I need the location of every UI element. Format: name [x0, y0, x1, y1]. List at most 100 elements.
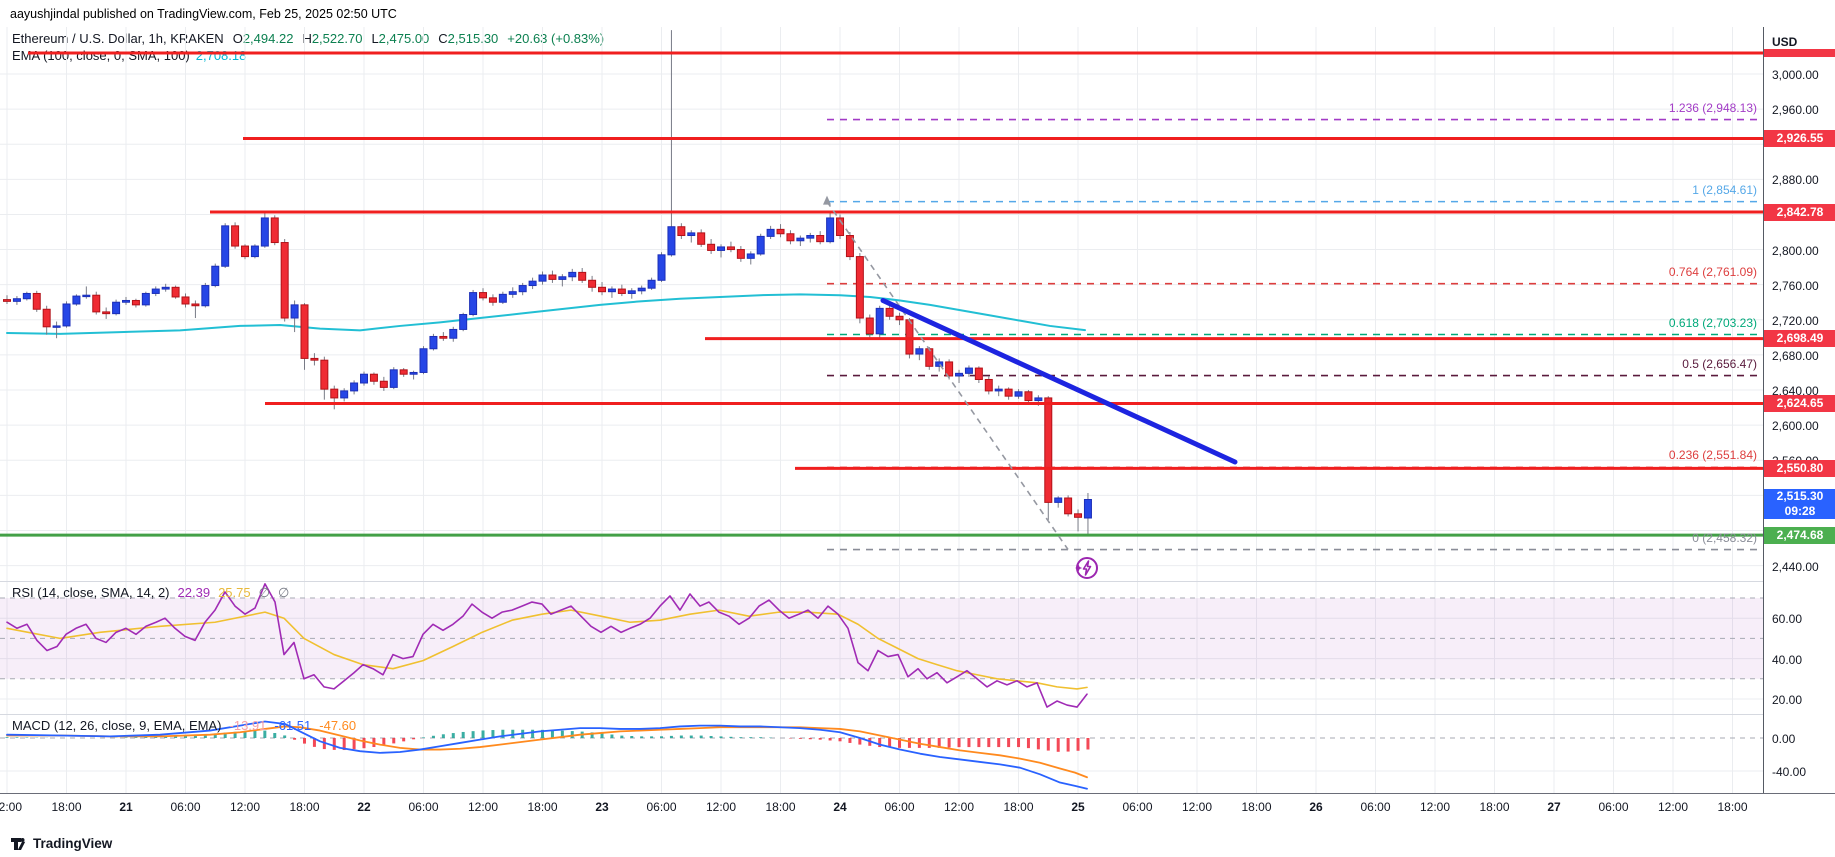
candle-body — [12, 298, 21, 302]
fib-level-label: 1 (2,854.61) — [1692, 182, 1757, 197]
candle-body — [598, 286, 607, 293]
time-axis-label: 23 — [595, 800, 609, 814]
candle-body — [607, 288, 616, 293]
candle-body — [191, 303, 200, 307]
time-axis-label: 18:00 — [527, 800, 558, 814]
fib-guide-line[interactable] — [826, 201, 1069, 550]
tradingview-logo[interactable] — [10, 835, 27, 852]
price-axis-tick: 2,600.00 — [1772, 419, 1819, 434]
brand-wordmark[interactable]: TradingView — [33, 836, 113, 851]
time-axis-label: 21 — [119, 800, 133, 814]
candle-body — [260, 217, 269, 247]
price-axis-tick: 2,440.00 — [1772, 559, 1819, 574]
candle-body — [360, 373, 369, 384]
candle-body — [964, 367, 973, 374]
candle-body — [945, 361, 954, 377]
price-axis-tick: 2,640.00 — [1772, 384, 1819, 399]
time-axis-label: 12:00 — [705, 800, 737, 814]
time-axis-label: 12:00 — [1419, 800, 1451, 814]
candle-body — [925, 348, 934, 367]
ohlc-value: 2,475.00 — [378, 31, 430, 46]
pane-separator[interactable] — [0, 581, 1835, 582]
candle-body — [935, 361, 944, 367]
price-axis[interactable]: USD 3,000.00 2,960.00 2,880.00 2,800.00 2,76… — [1763, 27, 1835, 793]
candle-body — [578, 271, 587, 281]
ohlc-value: 2,515.30 — [447, 31, 499, 46]
rsi-label: RSI (14, close, SMA, 14, 2) — [12, 585, 170, 600]
symbol-header: Ethereum / U.S. Dollar, 1h, KRAKEN O2,494… — [12, 31, 604, 46]
candle-body — [955, 372, 964, 377]
time-axis-label: 12:00 — [229, 800, 261, 814]
time-axis-label: 18:00 — [1241, 800, 1272, 814]
time-axis-label: 24 — [833, 800, 847, 814]
price-line-badge: 2,926.55 — [1764, 129, 1835, 147]
fib-level-label: 0 (2,458.32) — [1692, 530, 1757, 545]
currency-label: USD — [1772, 35, 1798, 49]
candle-body — [1074, 513, 1083, 518]
time-axis-label: 18:00 — [289, 800, 320, 814]
candle-body — [310, 357, 319, 361]
candle-body — [409, 371, 418, 375]
ema-line — [6, 293, 1086, 335]
candle-body — [300, 304, 309, 359]
flash-idea-icon[interactable] — [1075, 557, 1098, 579]
candle-body — [241, 245, 250, 258]
candle-body — [885, 307, 894, 317]
time-axis-label: 18:00 — [765, 800, 796, 814]
time-axis-label: 12:00 — [1657, 800, 1689, 814]
chart-plot-area[interactable] — [0, 0, 1763, 830]
candle-body — [439, 335, 448, 339]
candle-body — [389, 369, 398, 388]
candle-body — [836, 217, 845, 237]
candle-body — [687, 232, 696, 237]
pane-separator[interactable] — [0, 714, 1835, 715]
guide-arrowhead — [823, 195, 831, 205]
rsi-line — [6, 583, 1088, 708]
publish-info: aayushjindal published on TradingView.co… — [10, 7, 397, 21]
candle-body — [1083, 498, 1092, 519]
macd-line — [6, 720, 1088, 790]
candle-body — [171, 286, 180, 298]
candle-body — [508, 291, 517, 295]
ohlc-values: O2,494.22 H2,522.70 L2,475.00 C2,515.30 — [224, 31, 499, 46]
rsi-indicator-row[interactable]: RSI (14, close, SMA, 14, 2) 22.39 25.75 ∅ ∅ — [12, 585, 289, 601]
time-axis-label: 25 — [1071, 800, 1085, 814]
candle-body — [637, 287, 646, 292]
time-axis-label: 06:00 — [1598, 800, 1629, 814]
symbol-title[interactable]: Ethereum / U.S. Dollar, 1h, KRAKEN — [12, 31, 224, 46]
candle-body — [855, 256, 864, 319]
ohlc-key: O — [232, 31, 243, 46]
candle-body — [806, 235, 815, 239]
candle-body — [657, 254, 666, 281]
candle-body — [112, 301, 121, 315]
candle-body — [52, 325, 61, 328]
candle-body — [459, 314, 468, 330]
time-axis-label: 18:00 — [1479, 800, 1510, 814]
candle-body — [746, 253, 755, 259]
macd-axis-tick: -40.00 — [1772, 765, 1807, 779]
fib-level-label: 0.236 (2,551.84) — [1668, 448, 1757, 463]
candle-body — [697, 232, 706, 245]
ohlc-value: 2,522.70 — [311, 31, 363, 46]
time-axis[interactable]: 12:00 18:00 21 06:00 12:00 18:00 22 06:00 12:00 1… — [0, 794, 1763, 830]
candle-body — [756, 235, 765, 255]
candle-body — [647, 279, 656, 289]
candle-body — [826, 217, 835, 243]
macd-axis-tick: 0.00 — [1772, 732, 1796, 746]
candle-body — [717, 246, 726, 251]
macd-indicator-row[interactable]: MACD (12, 26, close, 9, EMA, EMA) -13.91-… — [12, 718, 356, 733]
candle-body — [42, 308, 51, 328]
trendline[interactable] — [880, 297, 1238, 465]
time-axis-label: 18:00 — [1003, 800, 1034, 814]
candle-body — [92, 294, 101, 313]
candle-body — [181, 296, 190, 305]
rsi-axis-tick: 60.00 — [1772, 612, 1803, 627]
candle-body — [1054, 497, 1063, 503]
time-axis-label: 12:00 — [0, 800, 23, 814]
ohlc-key: L — [371, 31, 379, 46]
time-axis-label: 18:00 — [51, 800, 82, 814]
candle-body — [588, 279, 597, 288]
macd-value: -61.51 — [274, 718, 312, 733]
candle-body — [865, 317, 874, 335]
